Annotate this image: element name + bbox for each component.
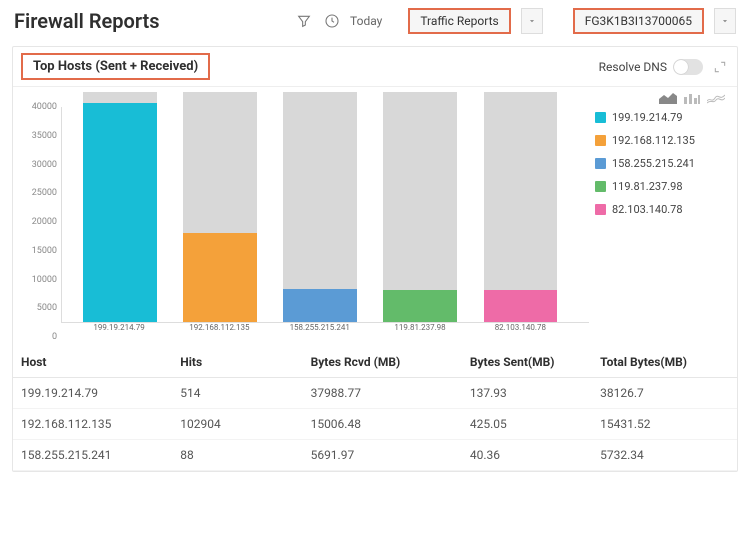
legend-label: 192.168.112.135 <box>612 134 695 147</box>
table-cell: 137.93 <box>462 378 592 409</box>
report-type-select[interactable]: Traffic Reports <box>408 8 510 34</box>
table-cell: 199.19.214.79 <box>13 378 172 409</box>
table-column-header[interactable]: Bytes Sent(MB) <box>462 347 592 378</box>
chart-body: 0 5000 10000 15000 20000 25000 30000 35000 40000… <box>13 105 737 341</box>
table-row[interactable]: 158.255.215.241885691.9740.365732.34 <box>13 440 737 471</box>
report-type-caret[interactable] <box>521 8 543 34</box>
y-tick: 15000 <box>32 246 57 256</box>
y-tick: 25000 <box>32 188 57 198</box>
chart-area: 0500010000150002000025000300003500040000… <box>21 107 589 337</box>
chart-x-axis: 199.19.214.79 192.168.112.135 158.255.215.… <box>61 323 589 337</box>
table-cell: 5691.97 <box>303 440 462 471</box>
panel-header: Top Hosts (Sent + Received) Resolve DNS <box>13 47 737 87</box>
table-cell: 425.05 <box>462 409 592 440</box>
filter-icon[interactable] <box>294 11 314 31</box>
panel-title: Top Hosts (Sent + Received) <box>21 53 210 80</box>
y-tick: 40000 <box>32 102 57 112</box>
resolve-dns-label: Resolve DNS <box>599 60 667 74</box>
x-label: 199.19.214.79 <box>82 323 156 332</box>
legend-item[interactable]: 158.255.215.241 <box>595 157 725 170</box>
legend-label: 158.255.215.241 <box>612 157 695 170</box>
table-row[interactable]: 192.168.112.13510290415006.48425.0515431… <box>13 409 737 440</box>
chart-type-bar-icon[interactable] <box>683 91 701 105</box>
chart-bar[interactable] <box>283 92 357 322</box>
legend-swatch <box>595 112 606 123</box>
resolve-dns-toggle[interactable] <box>673 59 703 75</box>
x-label: 119.81.237.98 <box>383 323 457 332</box>
legend-item[interactable]: 82.103.140.78 <box>595 203 725 216</box>
time-range-label[interactable]: Today <box>350 14 382 28</box>
legend-swatch <box>595 135 606 146</box>
y-tick: 20000 <box>32 217 57 227</box>
table-cell: 102904 <box>172 409 302 440</box>
table-row[interactable]: 199.19.214.7951437988.77137.9338126.7 <box>13 378 737 409</box>
device-select[interactable]: FG3K1B3I13700065 <box>573 8 704 34</box>
resolve-dns-control[interactable]: Resolve DNS <box>599 59 703 75</box>
x-label: 192.168.112.135 <box>182 323 256 332</box>
x-label: 158.255.215.241 <box>283 323 357 332</box>
legend-item[interactable]: 192.168.112.135 <box>595 134 725 147</box>
legend-swatch <box>595 204 606 215</box>
chart-bar[interactable] <box>183 92 257 322</box>
table-column-header[interactable]: Total Bytes(MB) <box>592 347 737 378</box>
chart-bar[interactable] <box>383 92 457 322</box>
table-body: 199.19.214.7951437988.77137.9338126.7192… <box>13 378 737 471</box>
legend-label: 199.19.214.79 <box>612 111 683 124</box>
expand-icon[interactable] <box>711 58 729 76</box>
legend-item[interactable]: 199.19.214.79 <box>595 111 725 124</box>
legend-item[interactable]: 119.81.237.98 <box>595 180 725 193</box>
chart-type-area-icon[interactable] <box>659 91 677 105</box>
chart-bar[interactable] <box>484 92 558 322</box>
device-select-caret[interactable] <box>714 8 736 34</box>
x-label: 82.103.140.78 <box>483 323 557 332</box>
clock-icon[interactable] <box>322 11 342 31</box>
top-hosts-panel: Top Hosts (Sent + Received) Resolve DNS … <box>12 46 738 472</box>
y-tick: 35000 <box>32 131 57 141</box>
table-cell: 88 <box>172 440 302 471</box>
table-column-header[interactable]: Host <box>13 347 172 378</box>
y-tick: 0 <box>52 332 57 342</box>
table-cell: 192.168.112.135 <box>13 409 172 440</box>
table-cell: 5732.34 <box>592 440 737 471</box>
page-title: Firewall Reports <box>14 9 160 33</box>
legend-swatch <box>595 181 606 192</box>
table-column-header[interactable]: Hits <box>172 347 302 378</box>
table-column-header[interactable]: Bytes Rcvd (MB) <box>303 347 462 378</box>
chart-type-line-icon[interactable] <box>707 91 725 105</box>
table-cell: 37988.77 <box>303 378 462 409</box>
y-tick: 5000 <box>37 303 57 313</box>
table-cell: 158.255.215.241 <box>13 440 172 471</box>
y-tick: 10000 <box>32 275 57 285</box>
legend-label: 82.103.140.78 <box>612 203 683 216</box>
legend-swatch <box>595 158 606 169</box>
chart-y-axis: 0500010000150002000025000300003500040000 <box>21 107 61 337</box>
table-header-row: HostHitsBytes Rcvd (MB)Bytes Sent(MB)Tot… <box>13 347 737 378</box>
table-cell: 15431.52 <box>592 409 737 440</box>
chart-plot <box>61 107 589 323</box>
data-table: HostHitsBytes Rcvd (MB)Bytes Sent(MB)Tot… <box>13 347 737 471</box>
table-cell: 514 <box>172 378 302 409</box>
page-header: Firewall Reports Today Traffic Reports F… <box>0 0 750 40</box>
legend-label: 119.81.237.98 <box>612 180 683 193</box>
table-cell: 15006.48 <box>303 409 462 440</box>
chart-legend: 199.19.214.79 192.168.112.135 158.255.215.… <box>589 107 729 337</box>
table-cell: 40.36 <box>462 440 592 471</box>
y-tick: 30000 <box>32 160 57 170</box>
chart-bar[interactable] <box>83 92 157 322</box>
table-cell: 38126.7 <box>592 378 737 409</box>
